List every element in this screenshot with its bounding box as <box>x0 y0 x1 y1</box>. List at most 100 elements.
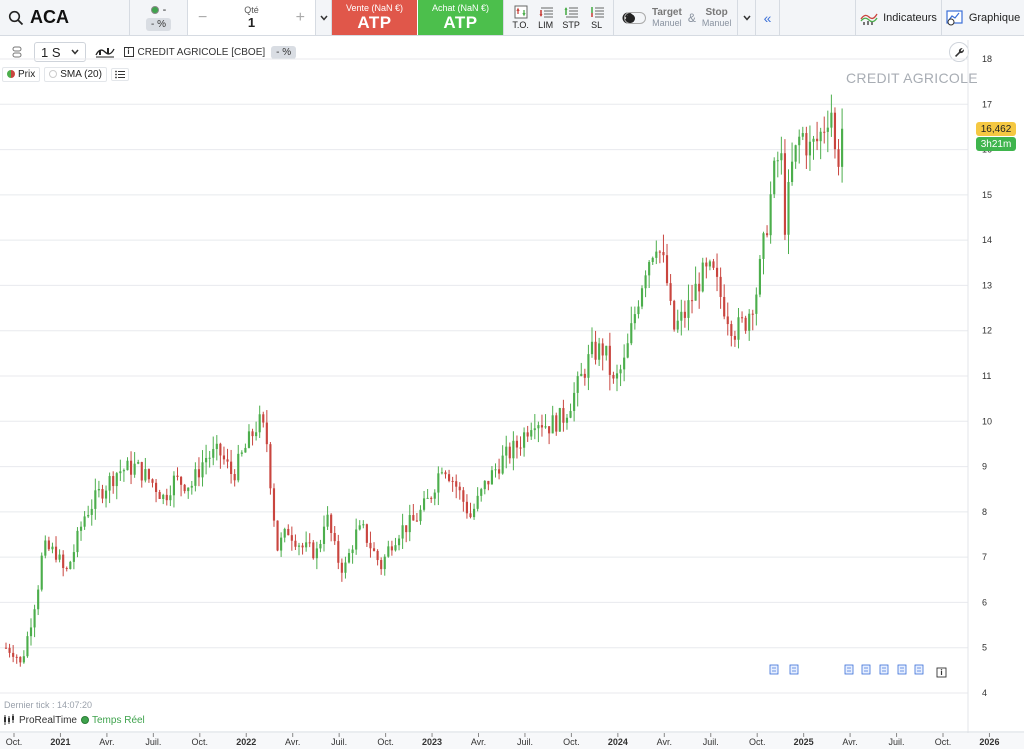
order-type-stp-button[interactable]: STP <box>562 5 580 30</box>
chart-type-button[interactable] <box>92 42 118 62</box>
target-stop-toggle[interactable]: Target Manuel & Stop Manuel <box>614 0 738 35</box>
candle <box>58 549 61 563</box>
legend-sma[interactable]: SMA (20) <box>44 66 107 82</box>
instrument-info[interactable]: i CREDIT AGRICOLE [CBOE] <box>123 47 265 58</box>
candle <box>79 521 83 541</box>
candle <box>612 371 615 384</box>
candle-body <box>72 552 75 562</box>
candle-body <box>512 440 515 459</box>
candle-body <box>62 554 65 568</box>
qty-dropdown-button[interactable] <box>316 0 332 35</box>
candle-body <box>287 528 290 536</box>
candle <box>280 532 283 557</box>
candle-body <box>308 542 311 544</box>
timeframe-select[interactable]: 1 S <box>34 42 86 62</box>
candle <box>447 469 451 483</box>
candle-body <box>337 541 340 563</box>
candle-body <box>601 343 604 356</box>
x-tick-label: 2021 <box>50 737 70 747</box>
candle-body <box>322 526 326 544</box>
indicators-button[interactable]: Indicateurs <box>856 0 942 35</box>
candle <box>737 307 740 349</box>
candle-body <box>372 548 376 551</box>
candle <box>515 435 519 459</box>
candle-body <box>801 133 804 137</box>
candle <box>208 450 211 468</box>
candle <box>12 645 15 663</box>
realtime-label: Temps Réel <box>91 714 145 726</box>
legend-list-button[interactable] <box>110 67 129 81</box>
x-tick-label: Juil. <box>517 737 533 747</box>
last-tick-label: Dernier tick : 14:07:20 <box>4 700 93 710</box>
candle <box>826 110 829 153</box>
candle <box>812 135 815 160</box>
candle <box>540 414 544 437</box>
chart-settings-button[interactable] <box>949 42 969 62</box>
candle-body <box>426 497 429 499</box>
order-type-to-button[interactable]: T.O. <box>512 5 529 30</box>
candle-body <box>823 131 826 133</box>
search-icon[interactable] <box>8 10 24 26</box>
candle <box>222 446 226 465</box>
candle-body <box>633 314 636 324</box>
candle-body <box>165 494 168 501</box>
candle <box>665 243 669 286</box>
candle-body <box>137 462 140 464</box>
target-stop-switch[interactable] <box>624 11 646 24</box>
candle-body <box>401 525 404 539</box>
candle <box>701 257 704 293</box>
symbol-search[interactable]: ACA <box>0 0 130 35</box>
order-type-lim-button[interactable]: LIM <box>538 5 554 30</box>
candle <box>444 470 447 479</box>
candle <box>347 548 351 564</box>
order-stp-label: STP <box>562 20 580 30</box>
quantity-stepper[interactable]: − Qté 1 + <box>188 0 316 35</box>
candle <box>405 525 408 543</box>
candle <box>633 306 636 330</box>
candle-body <box>405 525 408 533</box>
target-stop-dropdown[interactable] <box>738 0 756 35</box>
qty-input[interactable]: 1 <box>247 15 256 30</box>
candle-body <box>126 460 129 471</box>
candle <box>476 487 479 512</box>
info-icon[interactable]: i <box>123 47 134 57</box>
order-type-sl-button[interactable]: SL <box>589 5 605 30</box>
candle <box>262 411 265 428</box>
candle <box>483 480 486 495</box>
legend-price[interactable]: Prix <box>2 66 41 82</box>
candle <box>733 330 736 347</box>
qty-minus-button[interactable]: − <box>198 8 208 26</box>
candle <box>837 139 840 176</box>
candle-body <box>755 294 758 314</box>
event-marker-body <box>879 664 889 675</box>
candle <box>147 468 150 483</box>
candle <box>151 478 154 488</box>
candle <box>51 542 54 554</box>
candle <box>101 484 104 504</box>
candle-body <box>147 469 150 480</box>
time-axis[interactable]: Oct. 2021 Avr. Juil. Oct. 2022 Avr. Juil. Oct. 20… <box>6 733 1000 747</box>
candle-body <box>630 323 633 344</box>
buy-button[interactable]: Achat (NaN €) ATP <box>418 0 504 35</box>
candle <box>823 116 826 144</box>
candle <box>587 344 590 391</box>
sell-button[interactable]: Vente (NaN €) ATP <box>332 0 418 35</box>
candle-body <box>723 296 726 317</box>
candle <box>512 431 515 471</box>
candle <box>762 231 765 275</box>
collapse-button[interactable]: « <box>756 0 780 35</box>
candle <box>473 503 476 520</box>
candle <box>154 478 158 503</box>
graph-button[interactable]: Graphique <box>942 0 1024 35</box>
candle <box>712 258 715 270</box>
qty-plus-button[interactable]: + <box>295 8 305 26</box>
drag-handle-icon[interactable] <box>6 42 28 62</box>
chevron-down-icon <box>742 15 751 21</box>
candle-body <box>122 470 125 472</box>
price-swatch-icon <box>7 70 15 78</box>
event-marker-icon <box>789 664 799 675</box>
candle-body <box>662 252 665 256</box>
x-tick-label: Avr. <box>99 737 114 747</box>
candle-body <box>101 489 104 499</box>
